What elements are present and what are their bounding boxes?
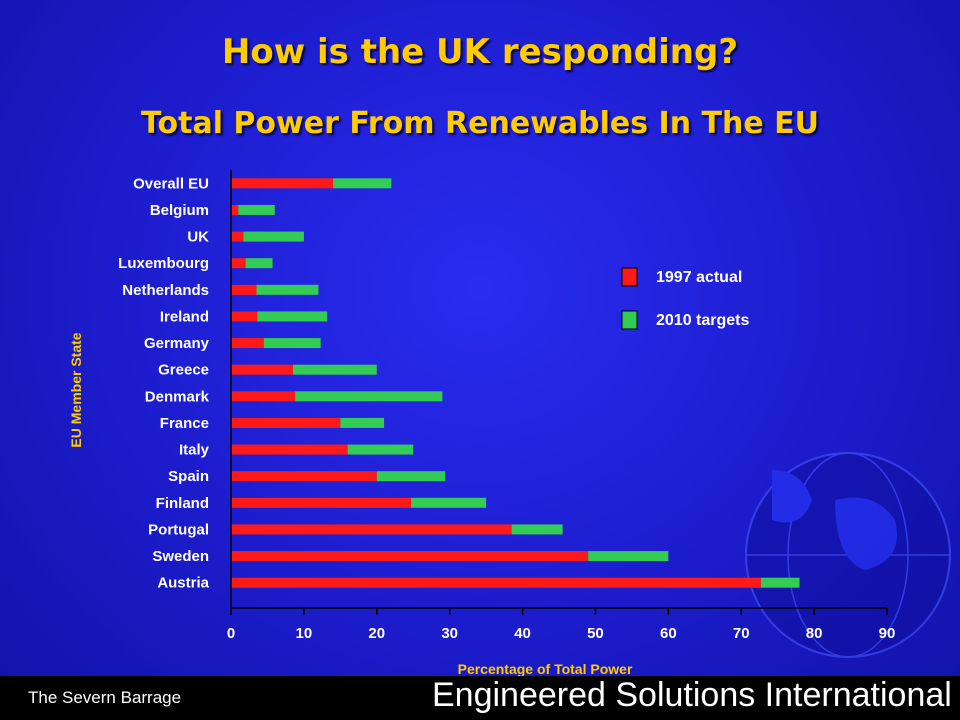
legend-label: 2010 targets xyxy=(656,312,749,329)
bar-actual xyxy=(231,311,258,322)
renewables-bar-chart: Overall EU Belgium UK Luxembourg Netherlands… xyxy=(68,170,951,677)
category-label: Italy xyxy=(179,442,210,459)
plot-area xyxy=(231,178,800,588)
category-label: Overall EU xyxy=(133,175,209,192)
bar-actual xyxy=(231,338,264,349)
category-label: Spain xyxy=(168,468,209,485)
bar-actual xyxy=(231,417,341,428)
category-label: Finland xyxy=(156,495,209,512)
footer-presentation-title: The Severn Barrage xyxy=(28,688,182,707)
x-tick-label: 70 xyxy=(733,625,750,642)
legend-label: 1997 actual xyxy=(656,269,742,286)
legend-swatch xyxy=(621,267,638,287)
category-label: Austria xyxy=(157,575,209,592)
bar-actual xyxy=(231,258,246,269)
bar-target xyxy=(263,338,321,349)
bar-target xyxy=(245,258,273,269)
bar-target xyxy=(588,551,669,562)
legend-swatch xyxy=(621,310,638,330)
axes: Overall EU Belgium UK Luxembourg Netherlands… xyxy=(68,170,895,677)
category-label: Denmark xyxy=(145,388,210,405)
x-tick-label: 20 xyxy=(368,625,385,642)
bar-actual xyxy=(231,178,334,189)
bar-actual xyxy=(231,524,512,535)
bar-actual xyxy=(231,577,761,588)
footer-bar: The Severn Barrage Engineered Solutions … xyxy=(0,676,960,720)
bar-target xyxy=(256,284,319,295)
bar-actual xyxy=(231,204,239,215)
category-label: France xyxy=(160,415,209,432)
x-tick-label: 80 xyxy=(806,625,823,642)
bar-actual xyxy=(231,364,293,375)
category-label: Portugal xyxy=(148,521,209,538)
footer-company-name: Engineered Solutions International xyxy=(432,676,952,714)
x-tick-label: 60 xyxy=(660,625,677,642)
category-label: Luxembourg xyxy=(118,255,209,272)
bar-actual xyxy=(231,444,348,455)
bar-target xyxy=(347,444,414,455)
category-label: UK xyxy=(187,229,209,246)
bar-actual xyxy=(231,231,244,242)
bar-target xyxy=(238,204,275,215)
bar-actual xyxy=(231,471,377,482)
bar-target xyxy=(333,178,392,189)
x-tick-label: 90 xyxy=(879,625,896,642)
legend: 1997 actual 2010 targets xyxy=(621,267,749,330)
bar-actual xyxy=(231,391,296,402)
bar-actual xyxy=(231,284,257,295)
bar-target xyxy=(292,364,377,375)
bar-target xyxy=(376,471,446,482)
bar-target xyxy=(295,391,443,402)
slide-subtitle: Total Power From Renewables In The EU xyxy=(141,106,819,141)
category-label: Sweden xyxy=(152,548,209,565)
y-axis-title: EU Member State xyxy=(68,332,84,447)
bar-target xyxy=(411,497,487,508)
bar-target xyxy=(257,311,328,322)
category-label: Ireland xyxy=(160,308,209,325)
bar-target xyxy=(760,577,800,588)
bar-target xyxy=(511,524,563,535)
category-label: Belgium xyxy=(150,202,209,219)
x-axis-title: Percentage of Total Power xyxy=(458,661,633,677)
x-tick-label: 0 xyxy=(227,625,235,642)
bar-actual xyxy=(231,551,589,562)
category-label: Germany xyxy=(144,335,210,352)
x-tick-label: 50 xyxy=(587,625,604,642)
category-label: Netherlands xyxy=(122,282,209,299)
bar-actual xyxy=(231,497,412,508)
bar-target xyxy=(243,231,304,242)
category-label: Greece xyxy=(158,362,209,379)
x-tick-label: 40 xyxy=(514,625,531,642)
x-tick-label: 10 xyxy=(296,625,313,642)
slide-title: How is the UK responding? xyxy=(221,32,739,72)
bar-target xyxy=(340,417,385,428)
x-tick-label: 30 xyxy=(441,625,458,642)
globe-icon xyxy=(745,452,951,658)
